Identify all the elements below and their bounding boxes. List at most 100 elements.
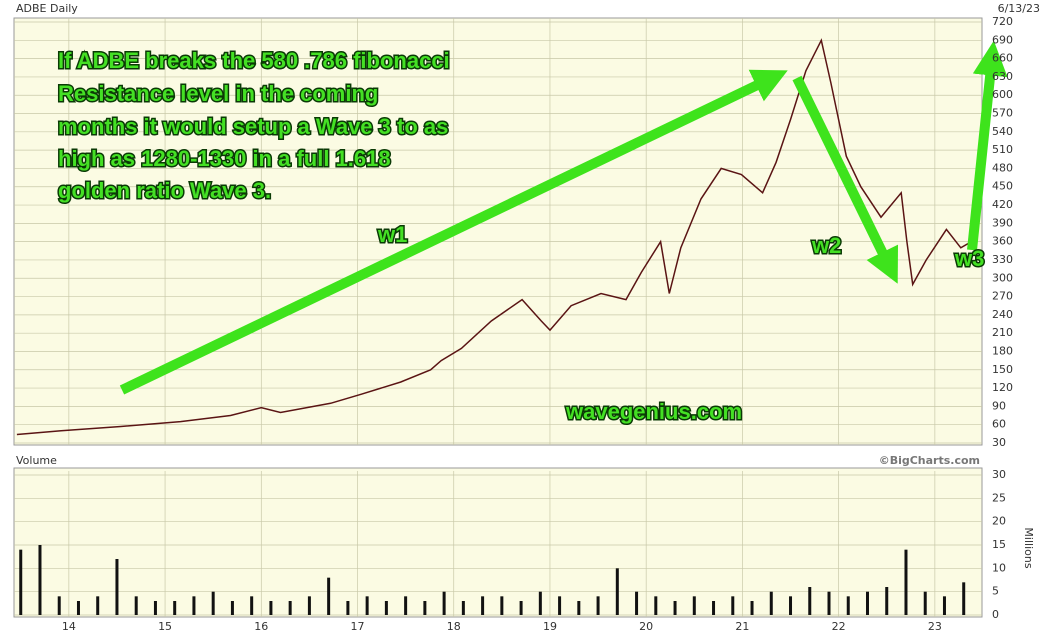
chart-title: ADBE Daily: [16, 2, 78, 15]
y-tick-label: 540: [992, 125, 1013, 138]
y-tick-label: 660: [992, 52, 1013, 65]
volume-bar: [577, 601, 581, 615]
volume-bar: [384, 601, 388, 615]
y-tick-label: 360: [992, 235, 1013, 248]
y-tick-label: 270: [992, 290, 1013, 303]
volume-bar: [173, 601, 177, 615]
x-tick-label: 17: [351, 620, 365, 633]
volume-bar: [461, 601, 465, 615]
y-tick-label: 600: [992, 88, 1013, 101]
y-tick-label: 420: [992, 198, 1013, 211]
y-tick-label: 20: [992, 515, 1006, 528]
y-tick-label: 630: [992, 70, 1013, 83]
volume-bar: [230, 601, 234, 615]
x-tick-label: 14: [62, 620, 76, 633]
volume-bar: [904, 549, 908, 615]
y-tick-label: 150: [992, 363, 1013, 376]
volume-bar: [57, 596, 61, 615]
arrow: [119, 69, 788, 395]
volume-panel: [13, 467, 983, 618]
y-tick-label: 180: [992, 344, 1013, 357]
wave-label: w3: [954, 246, 984, 271]
y-tick-label: 210: [992, 326, 1013, 339]
wave-label: w1: [377, 222, 407, 247]
y-tick-label: 90: [992, 399, 1006, 412]
volume-bar: [673, 601, 677, 615]
volume-bar: [827, 591, 831, 615]
volume-bar: [307, 596, 311, 615]
y-tick-label: 25: [992, 491, 1006, 504]
volume-bar: [519, 601, 523, 615]
volume-bar: [115, 559, 119, 615]
x-tick-label: 16: [254, 620, 268, 633]
arrows: [119, 40, 1008, 395]
volume-bar: [865, 591, 869, 615]
x-tick-label: 18: [447, 620, 461, 633]
volume-bar: [596, 596, 600, 615]
volume-bar: [808, 587, 812, 615]
y-tick-label: 15: [992, 538, 1006, 551]
y-tick-label: 570: [992, 107, 1013, 120]
volume-bar: [192, 596, 196, 615]
volume-bar: [76, 601, 80, 615]
volume-title: Volume: [16, 454, 57, 467]
x-tick-label: 21: [735, 620, 749, 633]
volume-bar: [96, 596, 100, 615]
price-panel: [13, 17, 983, 446]
x-tick-label: 22: [832, 620, 846, 633]
volume-bar: [769, 591, 773, 615]
annotation: Resistance level in the coming: [58, 81, 378, 106]
volume-bar: [635, 591, 639, 615]
x-tick-label: 23: [928, 620, 942, 633]
volume-bar: [153, 601, 157, 615]
arrow: [967, 40, 1008, 251]
y-tick-label: 240: [992, 308, 1013, 321]
x-tick-label: 20: [639, 620, 653, 633]
annotation: months it would setup a Wave 3 to as: [58, 114, 448, 139]
volume-bar: [288, 601, 292, 615]
wave-label: w2: [811, 233, 841, 258]
y-tick-label: 720: [992, 15, 1013, 28]
volume-bar: [134, 596, 138, 615]
volume-bar: [750, 601, 754, 615]
volume-bar: [846, 596, 850, 615]
y-tick-label: 30: [992, 436, 1006, 449]
price-line: [16, 38, 982, 436]
y-tick-label: 690: [992, 33, 1013, 46]
volume-bar: [692, 596, 696, 615]
annotation: If ADBE breaks the 580 .786 fibonacci: [58, 48, 450, 73]
volume-bar: [211, 591, 215, 615]
volume-bar: [365, 596, 369, 615]
y-tick-label: 390: [992, 216, 1013, 229]
date-label: 6/13/23: [998, 2, 1040, 15]
y-axis-label: Millions: [1022, 527, 1035, 568]
volume-bar: [19, 549, 23, 615]
y-tick-label: 510: [992, 143, 1013, 156]
volume-bar: [481, 596, 485, 615]
volume-bar: [789, 596, 793, 615]
volume-bar: [500, 596, 504, 615]
y-tick-label: 5: [992, 585, 999, 598]
volume-bar: [423, 601, 427, 615]
x-tick-label: 15: [158, 620, 172, 633]
y-tick-label: 10: [992, 561, 1006, 574]
annotation: high as 1280-1330 in a full 1.618: [58, 146, 391, 171]
volume-bar: [654, 596, 658, 615]
volume-bar: [269, 601, 273, 615]
watermark: wavegenius.com: [565, 399, 742, 424]
volume-bar: [885, 587, 889, 615]
y-tick-label: 120: [992, 381, 1013, 394]
volume-bar: [38, 545, 42, 615]
volume-bar: [731, 596, 735, 615]
y-tick-label: 300: [992, 271, 1013, 284]
volume-bar: [942, 596, 946, 615]
volume-bar: [923, 591, 927, 615]
y-tick-label: 30: [992, 468, 1006, 481]
y-tick-label: 330: [992, 253, 1013, 266]
volume-bar: [712, 601, 716, 615]
y-tick-label: 480: [992, 161, 1013, 174]
y-tick-label: 0: [992, 608, 999, 621]
annotation: golden ratio Wave 3.: [58, 178, 271, 203]
y-tick-label: 450: [992, 180, 1013, 193]
